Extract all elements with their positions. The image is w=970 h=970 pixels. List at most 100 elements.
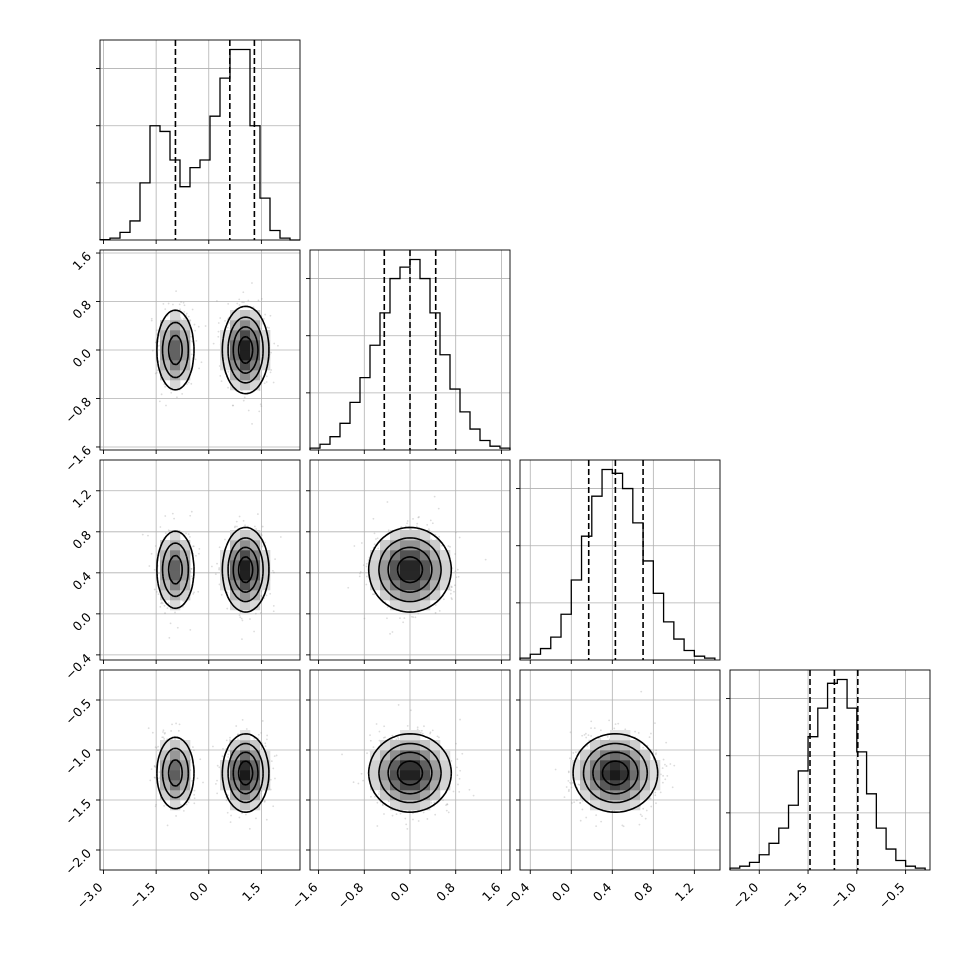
scatter-point — [426, 818, 429, 820]
density-bin — [400, 740, 411, 751]
scatter-point — [451, 598, 453, 601]
scatter-point — [585, 816, 588, 819]
scatter-point — [572, 752, 575, 754]
scatter-point — [248, 827, 251, 830]
density-bin — [620, 800, 631, 811]
scatter-point — [175, 290, 177, 293]
density-bin — [160, 320, 171, 331]
scatter-point — [416, 728, 419, 731]
scatter-point — [372, 746, 375, 749]
scatter-point — [165, 404, 167, 407]
scatter-point — [353, 545, 356, 547]
density-bin — [430, 790, 441, 801]
scatter-point — [158, 771, 161, 774]
scatter-point — [275, 754, 278, 757]
density-bin — [160, 740, 171, 751]
density-bin — [400, 540, 411, 551]
scatter-point — [227, 386, 229, 389]
density-bin — [430, 760, 441, 771]
histogram-p2 — [519, 468, 716, 660]
density-bin — [260, 750, 271, 761]
scatter-point — [185, 312, 188, 315]
density-bin — [170, 740, 181, 751]
scatter-point — [154, 372, 157, 375]
scatter-point — [190, 567, 193, 570]
scatter-point — [189, 629, 192, 631]
scatter-point — [453, 590, 455, 593]
density-bin — [370, 770, 381, 781]
density-bin — [440, 770, 451, 781]
scatter-point — [260, 590, 263, 592]
scatter-point — [190, 353, 193, 356]
scatter-point — [229, 821, 232, 824]
scatter-point — [405, 823, 408, 826]
scatter-point — [567, 790, 570, 793]
scatter-point — [565, 786, 568, 788]
scatter-point — [225, 799, 228, 802]
density-bin — [170, 370, 181, 381]
y-tick-label: −2.0 — [62, 845, 94, 877]
scatter-point — [239, 616, 242, 619]
density-bin — [570, 770, 581, 781]
scatter-point — [454, 553, 457, 555]
scatter-point — [614, 723, 617, 726]
density-bin — [400, 790, 411, 801]
scatter-point — [210, 565, 213, 568]
scatter-point — [584, 732, 587, 735]
scatter-point — [404, 525, 407, 528]
scatter-point — [406, 522, 409, 525]
density-bin — [420, 750, 431, 761]
x-tick-label: −1.5 — [126, 880, 158, 912]
density-bin — [170, 570, 181, 581]
scatter-point — [438, 736, 440, 739]
density-bin — [420, 550, 431, 561]
scatter-point — [422, 811, 425, 814]
density-bin — [370, 570, 381, 581]
scatter-point — [155, 803, 157, 806]
scatter-point — [567, 770, 570, 773]
density-bin — [400, 770, 411, 781]
scatter-point — [270, 369, 273, 371]
density-bin — [160, 590, 171, 601]
scatter-point — [175, 722, 177, 725]
scatter-point — [173, 517, 175, 520]
scatter-point — [449, 592, 452, 595]
density-bin — [430, 560, 441, 571]
scatter-point — [454, 531, 457, 534]
density-bin — [590, 780, 601, 791]
scatter-point — [360, 772, 363, 775]
scatter-point — [406, 724, 409, 727]
contour-line — [167, 546, 259, 593]
scatter-point — [219, 374, 222, 377]
scatter-point — [227, 370, 230, 373]
scatter-point — [378, 791, 381, 793]
contour-line — [167, 326, 259, 374]
scatter-point — [575, 751, 577, 754]
scatter-point — [227, 302, 230, 305]
density-bin — [440, 550, 451, 561]
scatter-point — [241, 301, 244, 304]
scatter-point — [431, 729, 434, 732]
density-bin — [370, 560, 381, 571]
density-bin — [630, 780, 641, 791]
scatter-point — [167, 602, 170, 605]
scatter-point — [661, 767, 664, 769]
density-bin — [390, 600, 401, 611]
scatter-point — [193, 749, 195, 752]
density-bin — [410, 540, 421, 551]
scatter-point — [554, 768, 557, 771]
scatter-point — [576, 758, 579, 761]
density-bin — [390, 750, 401, 761]
density-bin — [580, 790, 591, 801]
scatter-point — [378, 730, 381, 733]
scatter-point — [452, 790, 455, 793]
scatter-point — [665, 741, 668, 744]
scatter-point — [242, 519, 245, 522]
scatter-point — [220, 593, 223, 596]
scatter-point — [178, 723, 181, 726]
density-bin — [180, 760, 191, 771]
density-bin — [170, 800, 181, 811]
scatter-point — [599, 729, 602, 732]
scatter-point — [391, 631, 394, 633]
density-bin — [390, 530, 401, 541]
